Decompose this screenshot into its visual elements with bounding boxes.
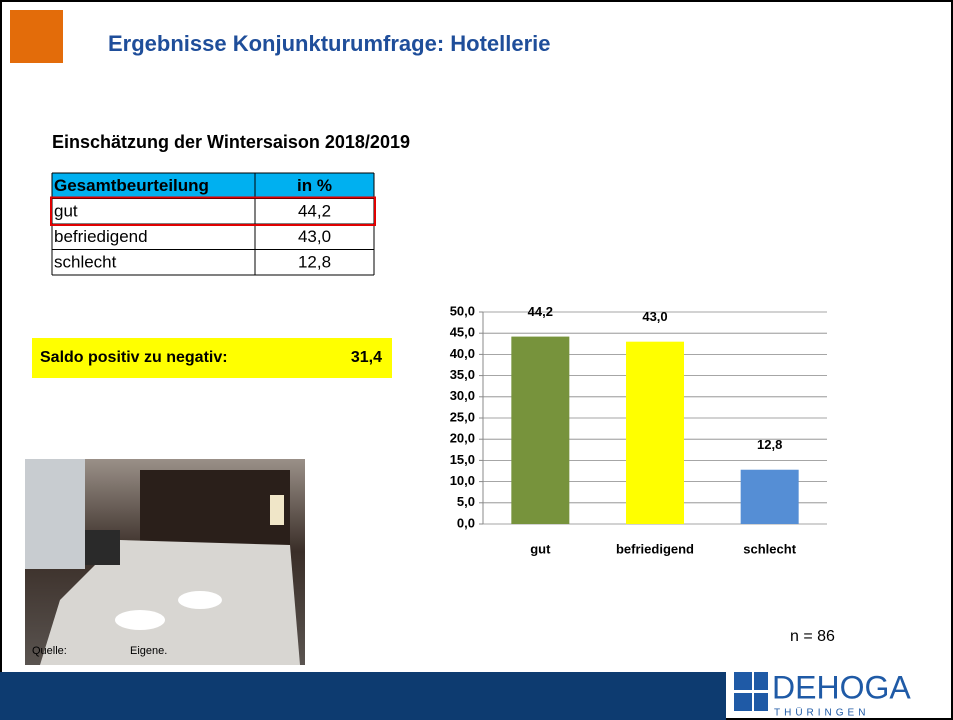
table-header-bg xyxy=(52,173,374,199)
x-tick-label: gut xyxy=(530,541,551,556)
saldo-label: Saldo positiv zu negativ: xyxy=(40,349,228,366)
y-tick-label: 15,0 xyxy=(450,452,475,467)
table-cell: schlecht xyxy=(54,253,117,272)
y-tick-label: 45,0 xyxy=(450,325,475,340)
table-cell: 12,8 xyxy=(298,253,331,272)
x-tick-label: befriedigend xyxy=(616,541,694,556)
footer-band xyxy=(0,672,726,720)
y-tick-label: 10,0 xyxy=(450,473,475,488)
logo-region: THÜRINGEN xyxy=(774,707,869,719)
row-highlight xyxy=(50,196,376,226)
logo xyxy=(734,672,768,711)
bar-chart: 0,0 5,0 10,0 15,0 20,0 25,0 30,0 35,0 40,0 45,0 50… xyxy=(450,303,827,556)
data-label: 43,0 xyxy=(642,309,667,324)
logo-name: DEHOGA xyxy=(772,669,911,705)
photo xyxy=(25,459,305,665)
bar xyxy=(740,469,799,524)
y-tick-label: 25,0 xyxy=(450,409,475,424)
table-header-cell: Gesamtbeurteilung xyxy=(54,176,209,195)
y-tick-label: 30,0 xyxy=(450,388,475,403)
accent-square xyxy=(10,10,63,63)
table-cell: gut xyxy=(54,202,78,221)
y-tick-label: 0,0 xyxy=(457,515,475,530)
saldo-value: 31,4 xyxy=(351,349,382,366)
photo-caption: Eigene. xyxy=(130,645,167,657)
y-tick-label: 35,0 xyxy=(450,367,475,382)
table-header-cell: in % xyxy=(297,176,332,195)
data-label: 44,2 xyxy=(528,304,553,319)
y-tick-label: 50,0 xyxy=(450,303,475,318)
table-cell: befriedigend xyxy=(54,227,148,246)
bar xyxy=(626,341,684,524)
saldo-box xyxy=(32,338,392,378)
photo-caption: Quelle: xyxy=(32,645,67,657)
x-tick-label: schlecht xyxy=(743,541,796,556)
sample-size: n = 86 xyxy=(790,628,835,645)
y-tick-label: 5,0 xyxy=(457,494,475,509)
data-label: 12,8 xyxy=(757,437,782,452)
subtitle: Einschätzung der Wintersaison 2018/2019 xyxy=(52,132,410,152)
slide-title: Ergebnisse Konjunkturumfrage: Hotellerie xyxy=(108,31,551,56)
y-tick-label: 20,0 xyxy=(450,431,475,446)
table: Gesamtbeurteilung in % gut 44,2 befriedigend… xyxy=(50,172,376,276)
y-tick-label: 40,0 xyxy=(450,346,475,361)
table-cell: 44,2 xyxy=(298,202,331,221)
bar xyxy=(511,336,570,524)
table-cell: 43,0 xyxy=(298,227,331,246)
